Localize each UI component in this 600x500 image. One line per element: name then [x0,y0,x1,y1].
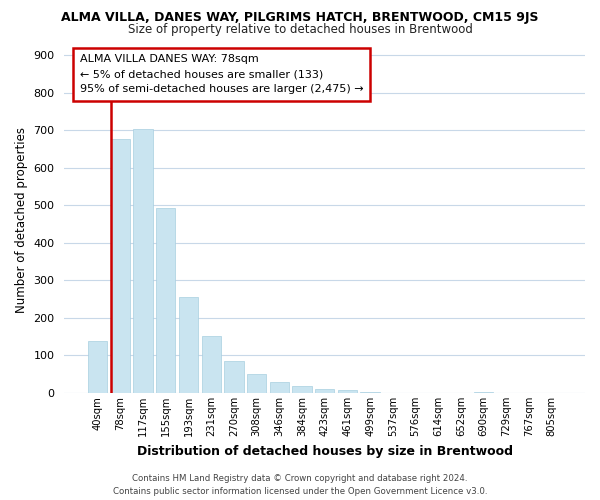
Bar [361,392,380,393]
Text: ALMA VILLA, DANES WAY, PILGRIMS HATCH, BRENTWOOD, CM15 9JS: ALMA VILLA, DANES WAY, PILGRIMS HATCH, B… [61,11,539,24]
Bar [474,392,493,393]
Bar [315,388,334,393]
Bar [292,386,311,393]
Bar [179,297,198,393]
Y-axis label: Number of detached properties: Number of detached properties [15,128,28,314]
Bar [202,336,221,393]
Bar [269,382,289,393]
Bar [156,208,175,393]
Bar [133,129,153,393]
Text: ALMA VILLA DANES WAY: 78sqm
← 5% of detached houses are smaller (133)
95% of sem: ALMA VILLA DANES WAY: 78sqm ← 5% of deta… [80,54,364,94]
Bar [88,341,107,393]
Bar [111,139,130,393]
Text: Contains HM Land Registry data © Crown copyright and database right 2024.
Contai: Contains HM Land Registry data © Crown c… [113,474,487,496]
Bar [247,374,266,393]
X-axis label: Distribution of detached houses by size in Brentwood: Distribution of detached houses by size … [137,444,513,458]
Text: Size of property relative to detached houses in Brentwood: Size of property relative to detached ho… [128,23,472,36]
Bar [224,361,244,393]
Bar [338,390,357,393]
